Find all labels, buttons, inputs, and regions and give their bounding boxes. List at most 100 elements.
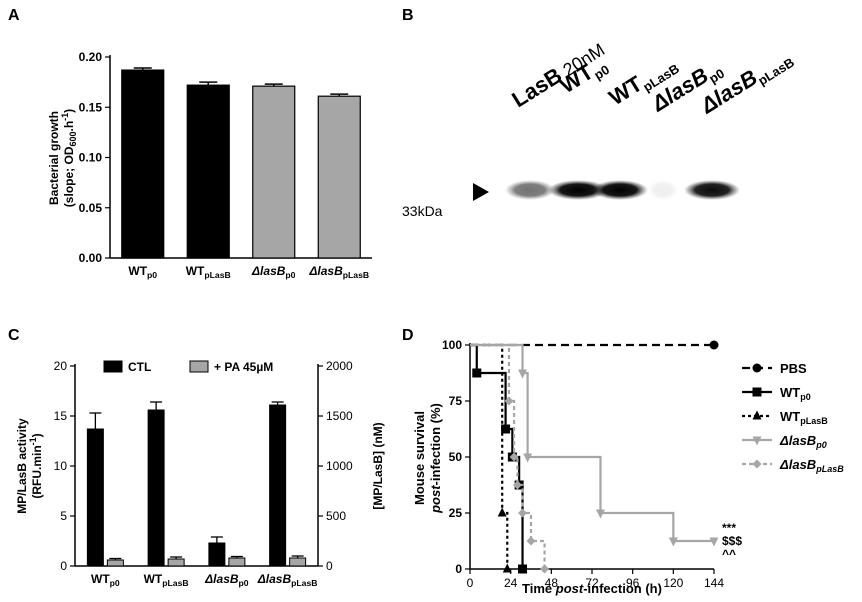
survival-marker [518, 564, 528, 574]
x-tick-label: WTpLasB [144, 572, 189, 588]
y-tick-label: 15 [54, 409, 68, 423]
x-tick-label: WTp0 [91, 572, 120, 588]
x-tick-label: ΔlasBpLasB [308, 264, 369, 280]
bar [252, 85, 296, 259]
blot-band [505, 180, 555, 200]
legend-label-sub: pLasB [815, 464, 844, 474]
survival-marker [502, 563, 512, 573]
bar [106, 559, 124, 567]
x-tick-label: 96 [626, 576, 640, 590]
y2-tick-label: 0 [326, 559, 333, 573]
bar [147, 409, 165, 567]
y2-tick-label: 2000 [326, 359, 353, 373]
blot-band [684, 180, 740, 200]
y-axis-label: MP/LasB activity(RFU.min-1) [15, 418, 44, 514]
panel-label-a: A [8, 7, 20, 24]
y-axis-label: Mouse survivalpost-infection (%) [412, 403, 443, 514]
bar [186, 84, 230, 259]
y-tick-label: 0.15 [79, 100, 103, 114]
survival-curve [470, 343, 714, 543]
legend-label-sub: p0 [815, 440, 827, 450]
bar [86, 428, 104, 567]
y-tick-label: 0.05 [79, 201, 103, 215]
y2-tick-label: 500 [326, 509, 346, 523]
legend-label: WTp0 [780, 385, 811, 402]
survival-marker [509, 452, 519, 462]
legend-label-base: ΔlasB [779, 457, 816, 472]
lane-label-sub: p0 [706, 66, 727, 87]
y2-axis-label: [MP/LasB] (nM) [371, 422, 385, 509]
y-tick-label: 0.00 [79, 251, 103, 265]
x-tick-label-sub: p0 [239, 578, 249, 588]
x-tick-label: ΔlasBp0 [204, 572, 249, 588]
survival-marker [709, 537, 719, 547]
y2-tick-label: 1000 [326, 459, 353, 473]
legend-label-base: ΔlasB [779, 433, 816, 448]
x-tick-label: 72 [585, 576, 599, 590]
x-tick-label: 48 [545, 576, 559, 590]
x-tick-label: 0 [467, 576, 474, 590]
survival-curve [470, 343, 509, 569]
y-axis-label-sub: 600 [68, 131, 78, 146]
x-axis-label-post: -infection (h) [583, 581, 662, 596]
bar [317, 95, 361, 259]
x-tick-label: WTpLasB [186, 264, 231, 280]
y-tick-label: 25 [449, 506, 463, 520]
legend-marker [752, 387, 762, 397]
survival-marker [472, 368, 482, 378]
survival-marker [497, 507, 507, 517]
panel-label-b: B [402, 7, 414, 24]
bar [121, 69, 165, 259]
y-tick-label: 100 [442, 338, 462, 352]
bar [269, 404, 287, 567]
x-tick-label: 24 [504, 576, 518, 590]
survival-marker [668, 537, 678, 547]
panel-a-bar-chart: 0.00 0.05 0.10 0.15 0.20 Bacterial growth(slo… [47, 50, 372, 280]
legend-marker [752, 436, 762, 446]
blot-band [592, 180, 648, 200]
legend-marker [752, 363, 762, 373]
x-tick-label-base: WT [186, 264, 205, 278]
y-tick-label: 5 [60, 509, 67, 523]
blot-band [548, 180, 608, 200]
x-axis-label: Time post-infection (h) [522, 581, 662, 596]
legend-label-sub: pLasB [800, 416, 828, 426]
y-axis-label-italic: post [428, 485, 443, 514]
survival-marker [504, 396, 514, 406]
x-tick-label-base: ΔlasB [251, 264, 286, 278]
blot-membrane [492, 128, 768, 228]
x-tick-label-sub: p0 [110, 578, 120, 588]
significance-label: $$$ [722, 534, 742, 548]
y-axis-label-end: ) [30, 433, 44, 437]
y2-tick-label: 1500 [326, 409, 353, 423]
y-tick-label: 0 [455, 562, 462, 576]
x-tick-label-base: ΔlasB [204, 572, 239, 586]
legend-label: ΔlasBp0 [779, 433, 827, 450]
significance-label: *** [722, 521, 736, 535]
panel-label-d: D [402, 327, 414, 344]
x-axis-label-italic: post [555, 581, 584, 596]
legend-label: WTpLasB [780, 409, 828, 426]
legend-marker [752, 459, 762, 469]
x-tick-label-sub: pLasB [291, 578, 317, 588]
y-tick-label: 20 [54, 359, 68, 373]
x-tick-label: ΔlasBpLasB [257, 572, 318, 588]
significance-label: ^^ [722, 547, 736, 561]
y-axis-label-line1: Mouse survival [412, 411, 427, 505]
legend-swatch [103, 360, 123, 373]
y-tick-label: 10 [54, 459, 68, 473]
y-axis-label-post: .h [62, 121, 76, 132]
lane-label-sub: p0 [591, 62, 612, 83]
lane-label-sub: pLasB [755, 55, 797, 89]
x-tick-label-sub: pLasB [162, 578, 188, 588]
y-tick-label: 0 [60, 559, 67, 573]
legend-marker [752, 410, 762, 420]
x-tick-label-sub: pLasB [343, 270, 369, 280]
x-axis-label-pre: Time [522, 581, 556, 596]
y-axis-label-line1: MP/LasB activity [15, 418, 29, 514]
bar [228, 557, 246, 567]
legend-label: CTL [128, 360, 151, 374]
y-axis-label-sup: -1 [60, 113, 70, 121]
legend-swatch [189, 360, 209, 373]
